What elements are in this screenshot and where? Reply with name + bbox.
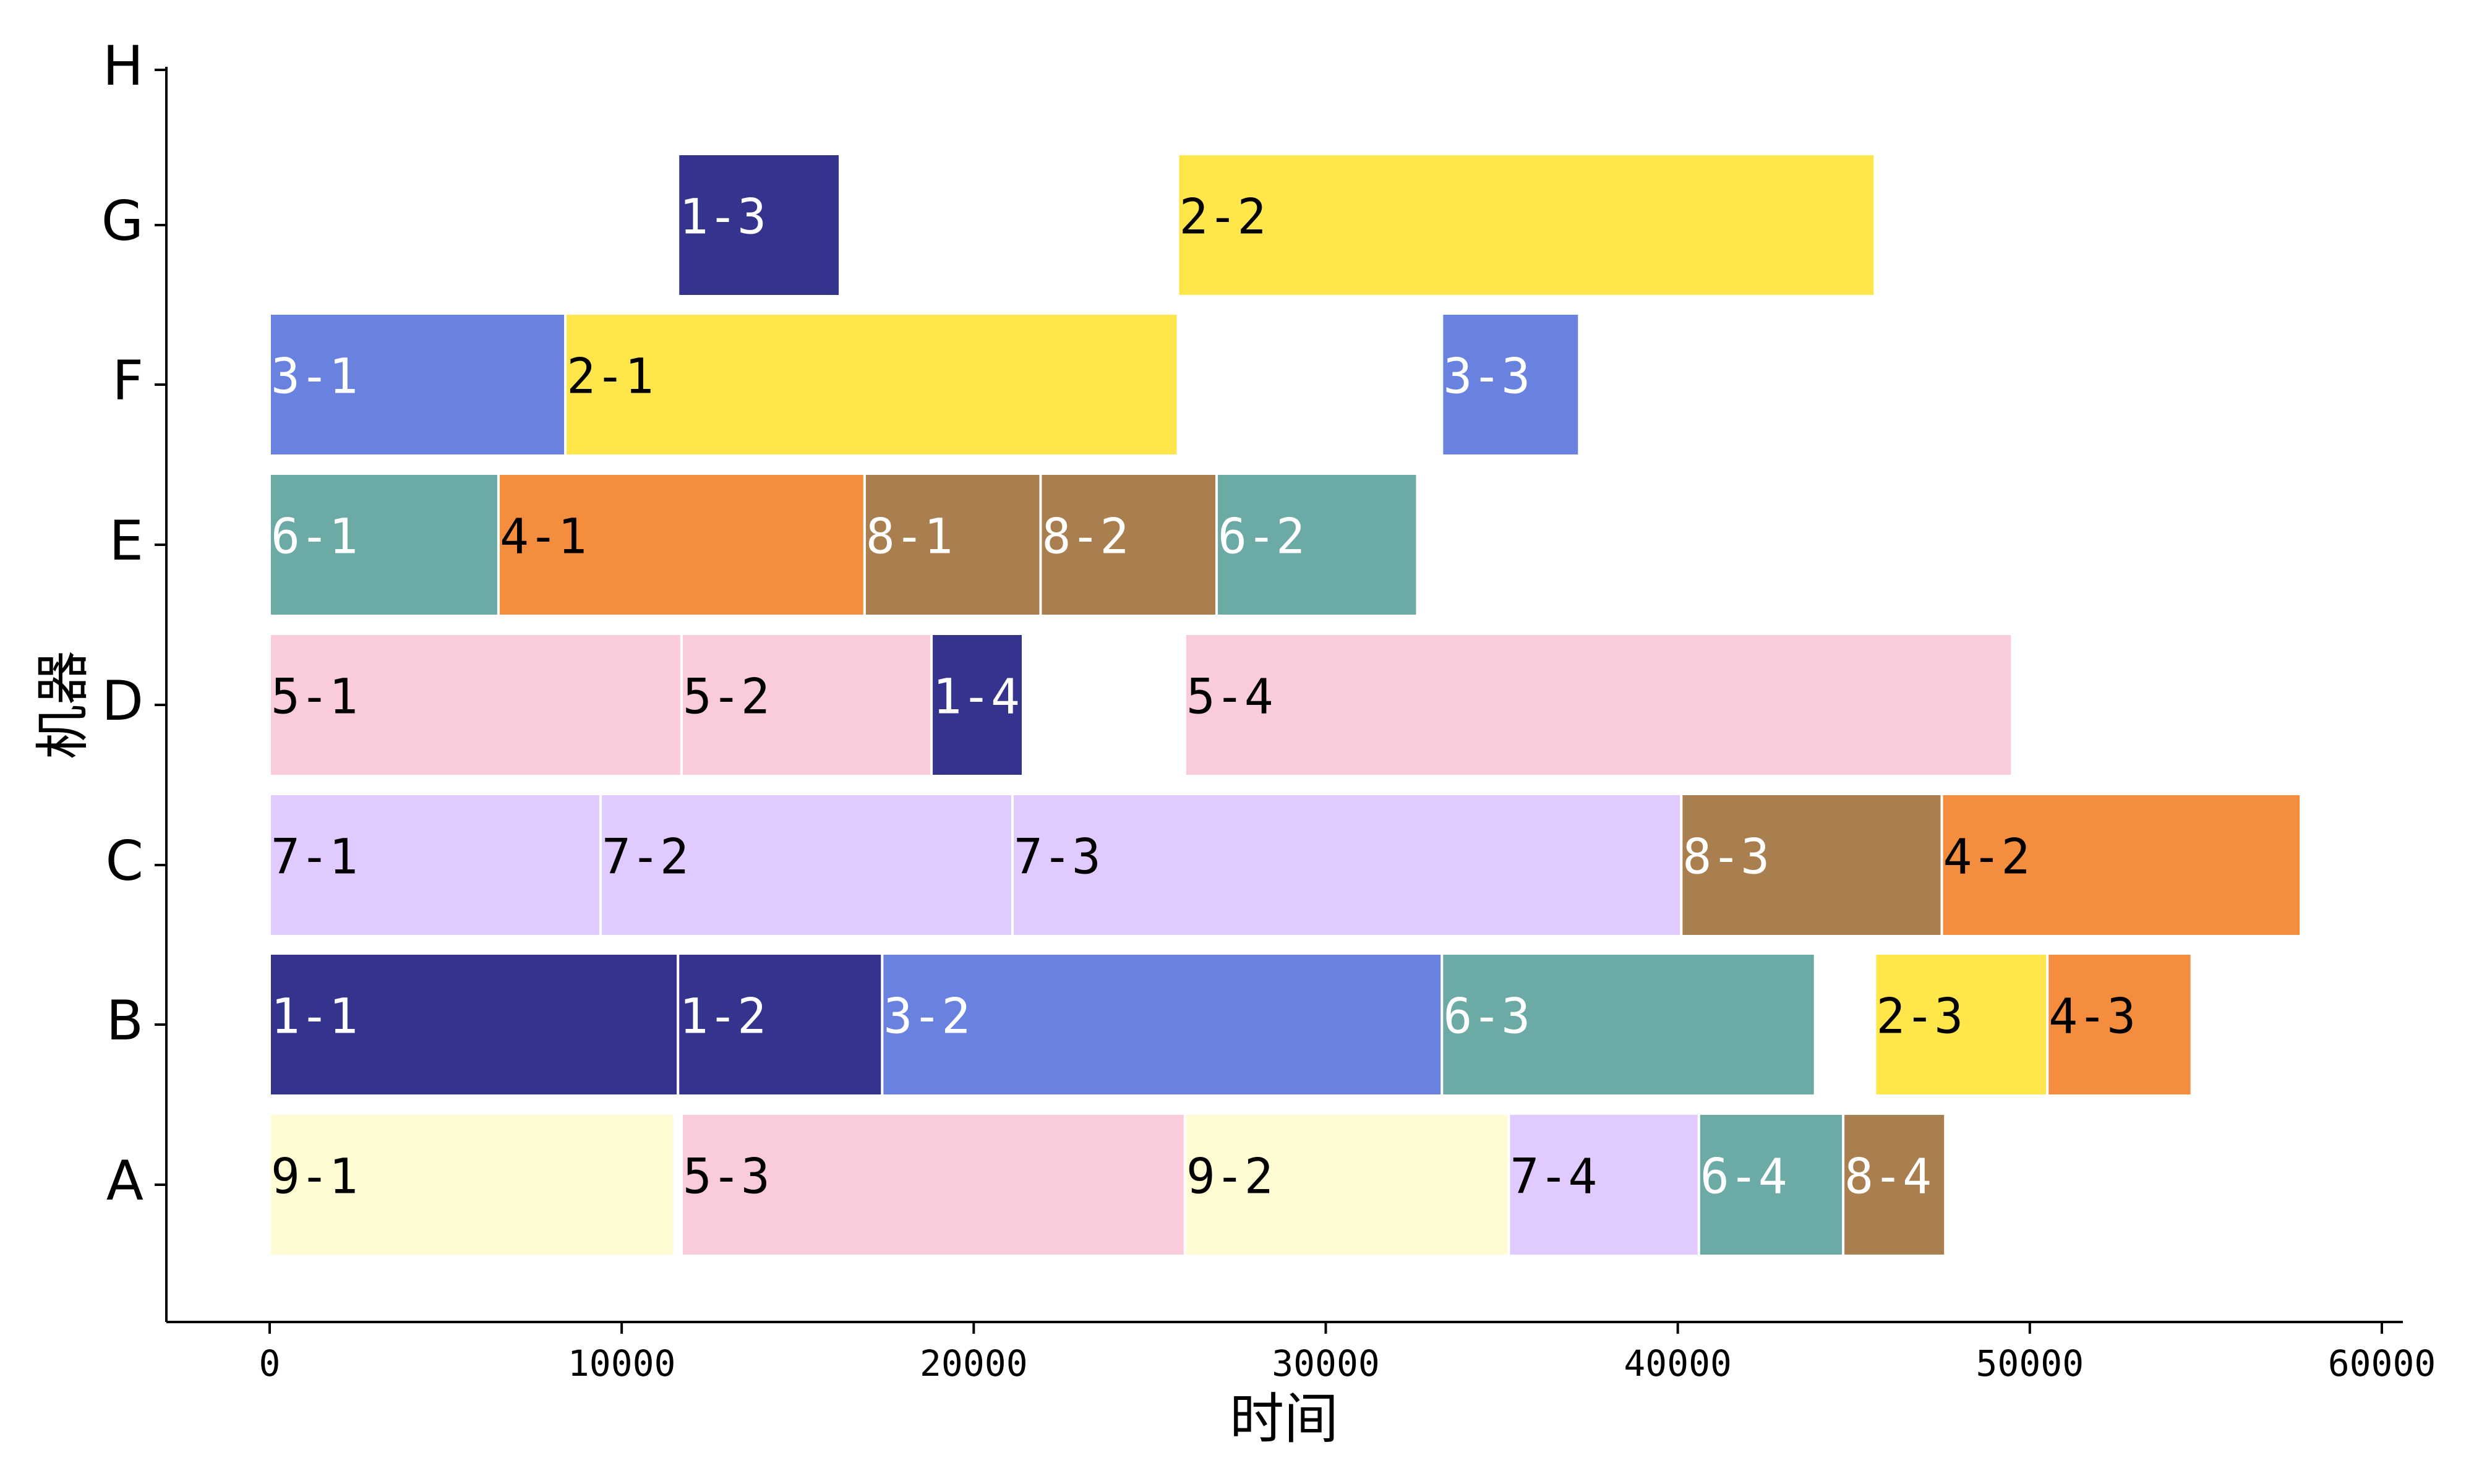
task-label-4-3: 4-3 (2048, 989, 2136, 1044)
task-bar-7-1 (268, 793, 602, 937)
y-tick-label-D: D (101, 669, 143, 733)
y-axis-title: 机器 (31, 650, 95, 759)
task-label-7-2: 7-2 (602, 829, 689, 885)
task-label-8-2: 8-2 (1042, 509, 1129, 565)
task-bar-3-1 (268, 312, 567, 457)
task-bar-7-4 (1507, 1112, 1700, 1257)
x-ticks: 0 10000 20000 30000 40000 50000 60000 (259, 1322, 2436, 1384)
x-tick-label-20000: 20000 (920, 1342, 1028, 1384)
x-axis-title: 时间 (1230, 1387, 1338, 1451)
task-bar-6-4 (1697, 1112, 1845, 1257)
task-label-5-2: 5-2 (683, 669, 770, 725)
y-tick-label-B: B (106, 989, 143, 1052)
task-label-1-3: 1-3 (679, 189, 766, 245)
x-tick-label-30000: 30000 (1272, 1342, 1380, 1384)
y-tick-label-E: E (109, 509, 143, 573)
task-bar-8-2 (1039, 472, 1218, 617)
task-bar-9-2 (1183, 1112, 1510, 1257)
task-bar-8-4 (1842, 1112, 1947, 1257)
task-label-2-1: 2-1 (567, 349, 654, 404)
task-label-7-4: 7-4 (1510, 1149, 1597, 1205)
task-label-6-3: 6-3 (1443, 989, 1530, 1044)
task-label-2-2: 2-2 (1179, 189, 1266, 245)
x-tick-label-0: 0 (259, 1342, 281, 1384)
task-label-8-1: 8-1 (866, 509, 953, 565)
task-label-1-4: 1-4 (933, 669, 1020, 725)
task-bar-9-1 (268, 1112, 676, 1257)
task-bar-4-2 (1940, 793, 2303, 937)
task-label-3-2: 3-2 (883, 989, 970, 1044)
task-label-8-4: 8-4 (1844, 1149, 1932, 1205)
task-label-4-1: 4-1 (500, 509, 587, 565)
task-label-5-3: 5-3 (683, 1149, 770, 1205)
task-label-7-1: 7-1 (271, 829, 358, 885)
task-bar-6-3 (1440, 952, 1817, 1097)
y-ticks: A B C D E F G H (101, 34, 166, 1213)
x-tick-label-40000: 40000 (1624, 1342, 1732, 1384)
task-bar-5-1 (268, 633, 683, 777)
task-bar-4-1 (497, 472, 866, 617)
x-tick-label-50000: 50000 (1976, 1342, 2084, 1384)
x-tick-label-10000: 10000 (568, 1342, 676, 1384)
task-bar-3-3 (1440, 312, 1581, 457)
task-label-6-2: 6-2 (1218, 509, 1305, 565)
task-label-5-1: 5-1 (271, 669, 358, 725)
y-tick-label-G: G (101, 189, 143, 253)
bars-layer: 9-1 5-3 9-2 7-4 6-4 8-4 1-1 1-2 3-2 6-3 2-3 4-3 7-1 7… (268, 153, 2303, 1257)
task-label-8-3: 8-3 (1682, 829, 1770, 885)
task-bar-1-3 (677, 153, 842, 297)
y-tick-label-F: F (112, 349, 143, 412)
task-label-4-2: 4-2 (1943, 829, 2031, 885)
task-bar-2-2 (1176, 153, 1877, 297)
task-bar-6-2 (1215, 472, 1419, 617)
task-bar-5-4 (1183, 633, 2014, 777)
task-bar-1-1 (268, 952, 680, 1097)
task-bar-4-3 (2046, 952, 2193, 1097)
task-label-7-3: 7-3 (1014, 829, 1101, 885)
task-label-9-1: 9-1 (271, 1149, 358, 1205)
x-tick-label-60000: 60000 (2328, 1342, 2436, 1384)
task-label-3-3: 3-3 (1443, 349, 1530, 404)
task-label-6-4: 6-4 (1700, 1149, 1787, 1205)
task-label-2-3: 2-3 (1876, 989, 1963, 1044)
task-label-6-1: 6-1 (271, 509, 358, 565)
task-bar-7-2 (599, 793, 1014, 937)
task-bar-2-1 (564, 312, 1179, 457)
task-label-5-4: 5-4 (1186, 669, 1273, 725)
task-bar-1-2 (677, 952, 884, 1097)
task-bar-5-3 (680, 1112, 1186, 1257)
task-label-1-1: 1-1 (271, 989, 358, 1044)
task-bar-3-2 (881, 952, 1444, 1097)
task-bar-6-1 (268, 472, 500, 617)
task-label-1-2: 1-2 (679, 989, 766, 1044)
task-label-3-1: 3-1 (271, 349, 358, 404)
y-tick-label-C: C (106, 829, 143, 893)
task-bar-5-2 (680, 633, 933, 777)
task-bar-1-4 (930, 633, 1025, 777)
y-tick-label-A: A (106, 1149, 143, 1213)
task-bar-8-1 (863, 472, 1042, 617)
y-tick-label-H: H (103, 34, 143, 98)
task-bar-7-3 (1011, 793, 1683, 937)
task-label-9-2: 9-2 (1186, 1149, 1273, 1205)
